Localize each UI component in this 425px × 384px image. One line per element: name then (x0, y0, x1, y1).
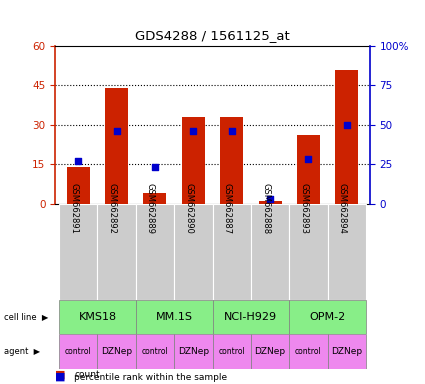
Text: percentile rank within the sample: percentile rank within the sample (74, 373, 227, 382)
Bar (258, 201, 281, 204)
Bar (251, 204, 289, 300)
Bar (289, 204, 328, 300)
Text: DZNep: DZNep (101, 347, 132, 356)
Bar (136, 300, 212, 334)
Bar (335, 70, 358, 204)
Text: control: control (65, 347, 92, 356)
Text: GSM662893: GSM662893 (299, 183, 309, 234)
Bar (182, 117, 205, 204)
Point (75, 158, 82, 164)
Point (228, 128, 235, 134)
Point (113, 128, 120, 134)
Bar (328, 334, 366, 369)
Text: count: count (74, 370, 100, 379)
Text: cell line  ▶: cell line ▶ (4, 312, 48, 321)
Bar (136, 334, 174, 369)
Bar (136, 204, 174, 300)
Text: GSM662889: GSM662889 (146, 183, 155, 234)
Text: agent  ▶: agent ▶ (4, 347, 40, 356)
Point (305, 156, 312, 162)
Bar (212, 204, 251, 300)
Text: control: control (142, 347, 168, 356)
Text: MM.1S: MM.1S (156, 312, 193, 322)
Text: DZNep: DZNep (255, 347, 286, 356)
Title: GDS4288 / 1561125_at: GDS4288 / 1561125_at (135, 29, 290, 42)
Text: ■: ■ (55, 372, 66, 382)
Bar (289, 300, 366, 334)
Text: DZNep: DZNep (178, 347, 209, 356)
Text: DZNep: DZNep (331, 347, 362, 356)
Point (343, 122, 350, 128)
Bar (220, 117, 243, 204)
Bar (144, 193, 167, 204)
Bar (97, 334, 136, 369)
Point (152, 164, 159, 170)
Bar (174, 334, 212, 369)
Text: GSM662888: GSM662888 (261, 183, 270, 234)
Bar (67, 167, 90, 204)
Text: control: control (295, 347, 322, 356)
Text: OPM-2: OPM-2 (309, 312, 346, 322)
Bar (212, 334, 251, 369)
Bar (59, 204, 97, 300)
Text: GSM662894: GSM662894 (338, 183, 347, 234)
Bar (251, 334, 289, 369)
Point (190, 128, 197, 134)
Text: GSM662890: GSM662890 (184, 183, 193, 234)
Point (266, 196, 273, 202)
Bar (97, 204, 136, 300)
Text: GSM662887: GSM662887 (223, 183, 232, 234)
Text: KMS18: KMS18 (78, 312, 116, 322)
Bar (212, 300, 289, 334)
Bar (59, 334, 97, 369)
Text: GSM662892: GSM662892 (108, 183, 116, 234)
Bar (174, 204, 212, 300)
Text: NCI-H929: NCI-H929 (224, 312, 278, 322)
Bar (297, 135, 320, 204)
Bar (59, 300, 136, 334)
Bar (105, 88, 128, 204)
Bar (289, 334, 328, 369)
Bar (328, 204, 366, 300)
Text: control: control (218, 347, 245, 356)
Text: GSM662891: GSM662891 (69, 183, 78, 234)
Text: ■: ■ (55, 369, 66, 379)
